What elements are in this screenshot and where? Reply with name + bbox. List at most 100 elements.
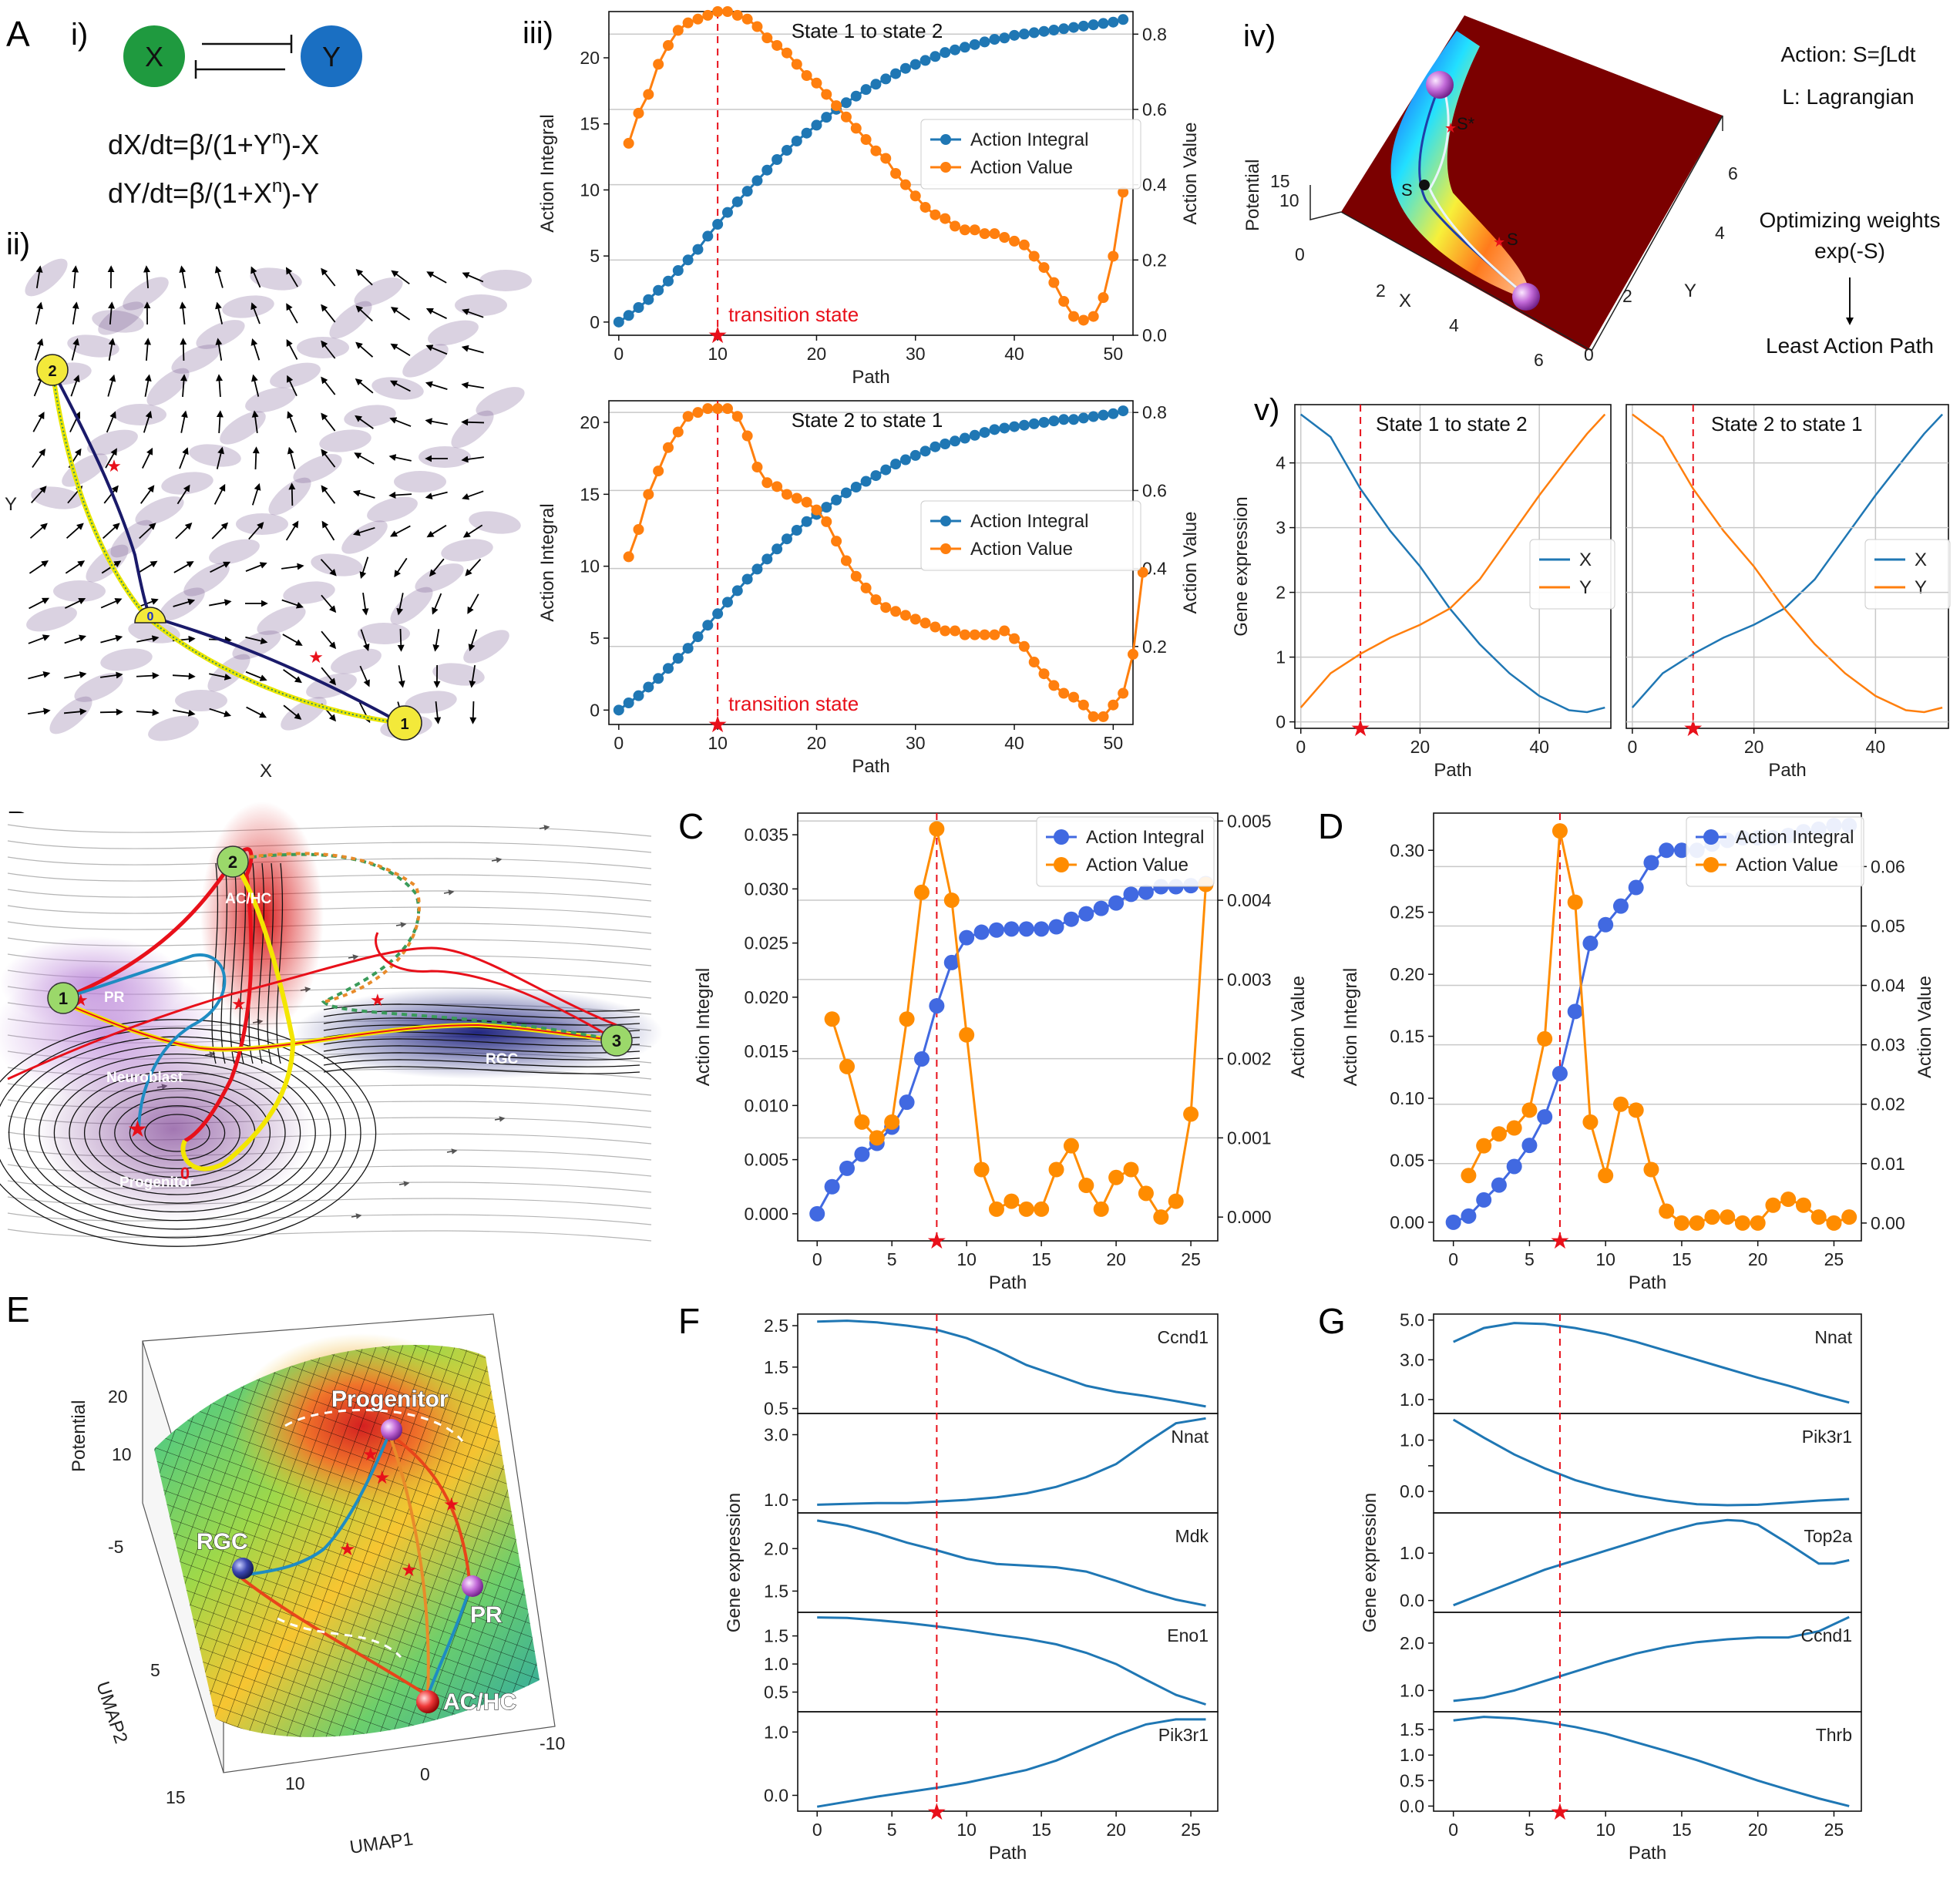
data-point — [821, 516, 832, 527]
gene-curve — [816, 1718, 1206, 1808]
field-arrow — [107, 374, 116, 397]
field-arrow — [214, 265, 224, 288]
e-star-1: ★ — [362, 1444, 379, 1465]
data-point — [1750, 1215, 1766, 1231]
data-point — [840, 97, 852, 109]
field-arrow — [103, 485, 119, 504]
data-point — [969, 224, 980, 236]
data-point — [731, 411, 743, 422]
data-point — [854, 1114, 870, 1130]
black-streamline — [69, 1071, 286, 1195]
y-right-tick-label: 0.02 — [1871, 1094, 1905, 1114]
x-tick-label: 10 — [1595, 1249, 1615, 1269]
subplot-frame — [1433, 1711, 1862, 1812]
field-arrow — [105, 448, 117, 469]
rgc-ball — [232, 1558, 254, 1579]
density-blob — [463, 630, 509, 664]
data-point — [811, 504, 822, 516]
field-arrow — [352, 489, 375, 499]
field-arrow — [361, 593, 369, 616]
data-point — [653, 59, 664, 70]
field-arrow — [143, 265, 150, 289]
data-point — [791, 525, 802, 536]
data-point — [1537, 1030, 1553, 1047]
density-blob — [196, 320, 245, 349]
field-arrow — [70, 375, 80, 397]
x-tick-label: 40 — [1004, 733, 1024, 753]
transition-star: ★ — [708, 712, 728, 738]
y-tick-label: 0.10 — [1390, 1088, 1424, 1108]
field-arrow — [29, 560, 49, 574]
data-point — [860, 134, 872, 146]
data-point — [643, 681, 654, 693]
y-tick-label: 0.5 — [1400, 1770, 1424, 1790]
density-blob — [341, 520, 388, 554]
data-point — [930, 209, 941, 220]
gray-arrow — [395, 922, 407, 928]
inhibition-arrow-x-to-y — [202, 35, 293, 53]
density-blob — [86, 544, 129, 583]
y-right-axis-label: Action Value — [1180, 123, 1201, 225]
density-blob — [110, 519, 153, 558]
data-point — [633, 302, 644, 313]
field-arrow — [285, 520, 299, 541]
y-right-tick-label: 0.2 — [1142, 250, 1167, 270]
density-blob — [432, 663, 485, 686]
y-tick-label: 0.020 — [744, 987, 788, 1007]
data-point — [1098, 409, 1109, 421]
subplot-frame — [1433, 1313, 1862, 1414]
density-blob — [402, 344, 449, 378]
gene-label: Thrb — [1816, 1725, 1852, 1745]
density-blob — [146, 368, 190, 406]
y-axis-label: Action Integral — [1340, 968, 1361, 1086]
data-point — [1038, 668, 1050, 680]
x-tick-label: 0 — [614, 733, 624, 753]
data-point — [1098, 18, 1109, 29]
field-arrow — [108, 338, 116, 361]
state-2-text: 2 — [228, 852, 237, 872]
field-arrow — [177, 484, 190, 505]
field-arrow — [248, 522, 264, 540]
y-right-tick-label: 0.001 — [1227, 1128, 1272, 1148]
y-tick-label: 20 — [580, 48, 600, 68]
equation-1: dX/dt=β/(1+Yn)-X — [108, 127, 319, 160]
data-point — [1048, 25, 1060, 35]
x-tick-label: 10 — [956, 1249, 977, 1269]
data-point — [781, 533, 792, 545]
gene-label: Nnat — [1814, 1327, 1852, 1347]
y-tick-label: 0.15 — [1390, 1027, 1424, 1047]
data-point — [1567, 894, 1583, 910]
density-blob — [428, 320, 479, 346]
chart-action-state1-to-2: 0 10 20 30 40 50 0 5 10 15 20 0.0 0.2 0.4 0.6 0.8 Path Ac… — [537, 6, 1201, 388]
subplot-frame — [797, 1512, 1219, 1613]
data-point — [1018, 29, 1030, 40]
x-tick-label: 10 — [1595, 1820, 1615, 1840]
field-arrow — [175, 523, 193, 539]
data-point — [1506, 1120, 1522, 1136]
x-axis-label: Path — [1629, 1272, 1666, 1293]
label-e-rgc: RGC — [197, 1529, 248, 1555]
data-point — [1128, 648, 1138, 660]
field-arrow — [390, 525, 411, 537]
gray-streamline — [7, 1196, 652, 1209]
data-point — [1004, 1193, 1020, 1209]
data-point — [1048, 919, 1064, 935]
data-point — [801, 127, 812, 139]
data-point — [791, 136, 802, 146]
legend-label: Action Value — [970, 539, 1073, 560]
density-blob — [49, 696, 92, 734]
vector-field — [28, 265, 485, 724]
legend-label: Action Value — [1086, 855, 1188, 876]
data-point — [1077, 412, 1089, 424]
data-point — [721, 207, 733, 218]
y-right-tick-label: 0.2 — [1142, 637, 1167, 657]
field-arrow — [396, 593, 404, 616]
field-arrow — [250, 302, 261, 324]
legend-label: Action Integral — [1086, 827, 1204, 848]
data-point — [772, 154, 783, 165]
s-marker: ★ — [1493, 234, 1505, 250]
data-point — [801, 70, 812, 82]
data-point — [1048, 415, 1060, 427]
label-e-achc: AC/HC — [443, 1689, 516, 1715]
data-point — [913, 884, 930, 900]
